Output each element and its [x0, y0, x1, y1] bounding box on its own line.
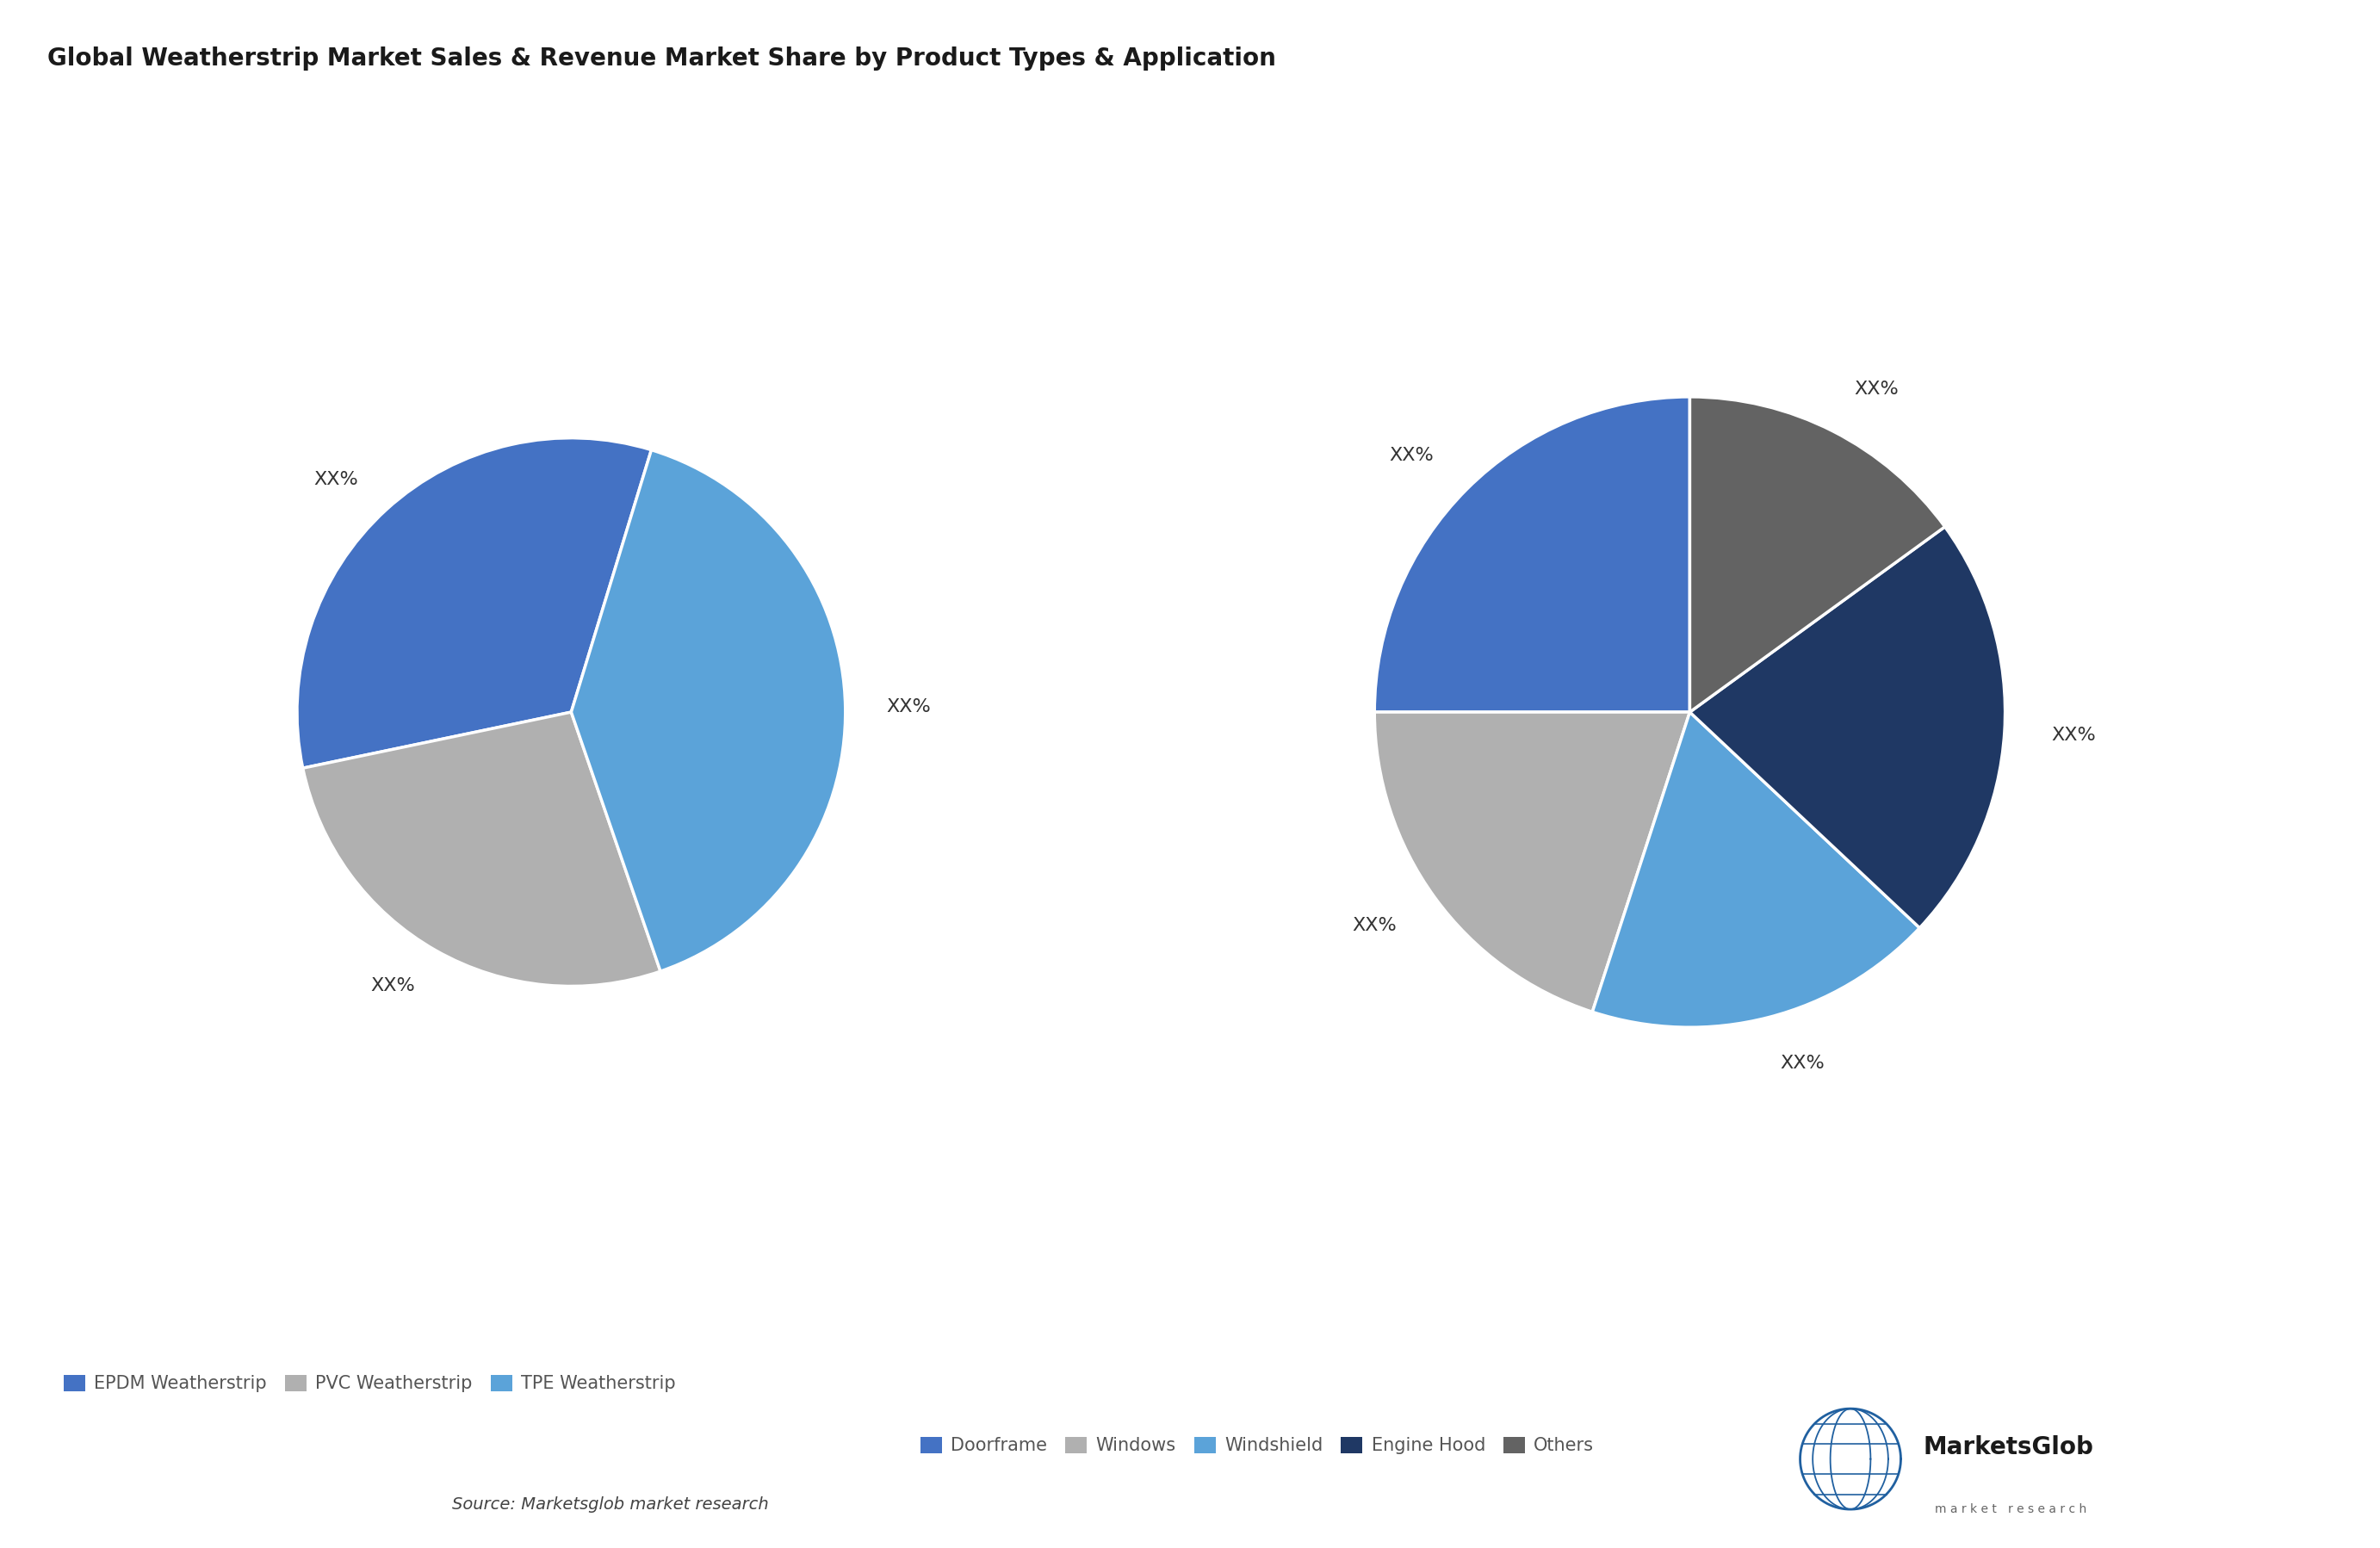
Legend: EPDM Weatherstrip, PVC Weatherstrip, TPE Weatherstrip: EPDM Weatherstrip, PVC Weatherstrip, TPE… — [57, 1368, 683, 1399]
Wedge shape — [571, 450, 845, 971]
Text: XX%: XX% — [314, 471, 359, 488]
Text: XX%: XX% — [1390, 447, 1433, 464]
Text: XX%: XX% — [1780, 1054, 1825, 1071]
Wedge shape — [298, 438, 652, 768]
Text: XX%: XX% — [1854, 381, 1899, 398]
Text: Source: Marketsglob market research: Source: Marketsglob market research — [452, 1497, 769, 1512]
Wedge shape — [1592, 712, 1921, 1028]
Text: Global Weatherstrip Market Sales & Revenue Market Share by Product Types & Appli: Global Weatherstrip Market Sales & Reven… — [48, 46, 1276, 71]
Text: XX%: XX% — [1352, 916, 1397, 933]
Text: XX%: XX% — [2052, 726, 2097, 743]
Legend: Doorframe, Windows, Windshield, Engine Hood, Others: Doorframe, Windows, Windshield, Engine H… — [914, 1430, 1602, 1461]
Wedge shape — [1690, 526, 2004, 927]
Text: XX%: XX% — [885, 698, 931, 715]
Text: m a r k e t   r e s e a r c h: m a r k e t r e s e a r c h — [1935, 1503, 2087, 1515]
Wedge shape — [1690, 396, 1944, 712]
Text: MarketsGlob: MarketsGlob — [1923, 1435, 2094, 1460]
Wedge shape — [302, 712, 662, 986]
Wedge shape — [1376, 396, 1690, 712]
Wedge shape — [1376, 712, 1690, 1012]
Text: XX%: XX% — [371, 978, 416, 995]
